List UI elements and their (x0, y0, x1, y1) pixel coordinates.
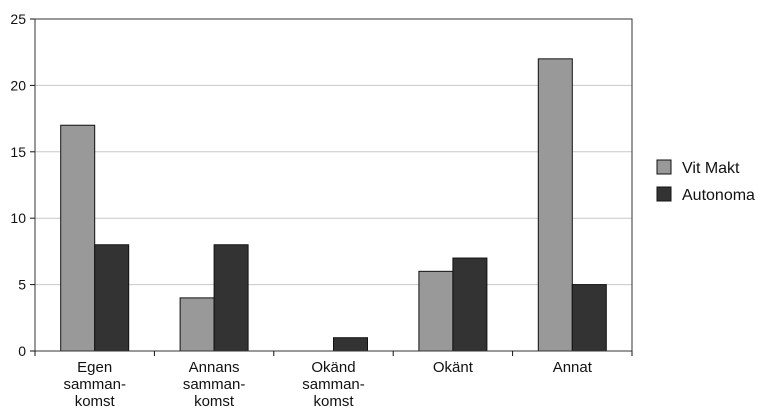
legend-swatch (656, 186, 672, 202)
y-tick-label: 5 (18, 277, 26, 293)
y-tick-label: 20 (10, 77, 26, 93)
x-category-label: komst (194, 393, 235, 410)
axes: 0510152025Egensamman-komstAnnanssamman-k… (10, 11, 633, 410)
x-category-label: samman- (183, 376, 246, 393)
x-category-label: Annat (553, 359, 593, 376)
x-category-label: samman- (302, 376, 365, 393)
plot-area-border (34, 18, 633, 352)
x-category-label: Egen (77, 359, 112, 376)
bar-vit-makt (179, 297, 215, 352)
y-tick-label: 10 (10, 210, 26, 226)
x-category-label: komst (75, 393, 116, 410)
bar-autonoma (213, 244, 249, 352)
bar-vit-makt (418, 270, 454, 352)
bar-autonoma (333, 337, 368, 352)
y-tick-label: 15 (10, 144, 26, 160)
x-category-label: Okänt (433, 359, 474, 376)
bar-autonoma (571, 284, 607, 352)
x-category-label: komst (313, 393, 354, 410)
x-category-label: samman- (63, 376, 126, 393)
bar-autonoma (94, 244, 130, 352)
bar-vit-makt (60, 124, 96, 352)
y-tick-label: 0 (18, 343, 26, 359)
legend: Vit Makt Autonoma (656, 159, 755, 204)
legend-swatch (656, 159, 672, 175)
legend-label: Autonoma (682, 187, 755, 204)
bar-vit-makt (537, 58, 573, 352)
x-category-label: Annans (189, 359, 240, 376)
y-tick-label: 25 (10, 11, 26, 27)
legend-label: Vit Makt (682, 160, 740, 177)
x-category-label: Okänd (311, 359, 355, 376)
bars (60, 58, 607, 352)
bar-autonoma (452, 257, 488, 352)
